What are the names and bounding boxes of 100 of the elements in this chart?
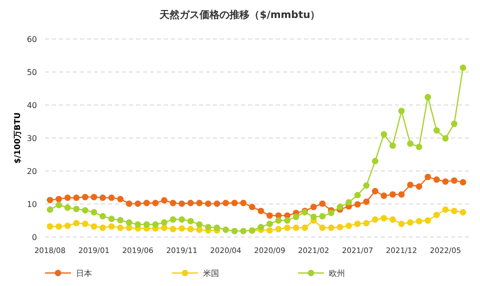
point [204, 224, 212, 230]
point [310, 214, 317, 220]
point [161, 197, 168, 204]
point [187, 226, 194, 232]
point [442, 206, 449, 213]
point [134, 200, 142, 207]
point [46, 223, 54, 230]
point [398, 220, 405, 227]
point [346, 199, 352, 206]
point [222, 200, 229, 206]
point [231, 228, 238, 234]
point [433, 127, 440, 134]
point [82, 194, 88, 200]
y-tick-label: 30 [26, 134, 37, 143]
point [196, 226, 203, 233]
point [442, 178, 449, 185]
point [152, 200, 159, 206]
point [108, 223, 115, 230]
point [100, 224, 106, 231]
point [64, 194, 71, 201]
point [82, 220, 88, 227]
point [82, 207, 88, 214]
point [46, 206, 54, 213]
y-tick-label: 20 [26, 167, 37, 176]
point [319, 224, 326, 231]
point [46, 196, 54, 204]
point [460, 64, 466, 71]
point [363, 182, 370, 189]
point [451, 120, 458, 128]
point [108, 194, 115, 201]
y-tick-label: 50 [26, 68, 37, 77]
point [328, 224, 334, 231]
point [302, 224, 308, 231]
point [284, 217, 290, 224]
point [424, 94, 432, 100]
chart-title: 天然ガス価格の推移（$/mmbtu） [158, 9, 320, 21]
point [143, 221, 150, 228]
point [126, 219, 132, 226]
point [161, 224, 168, 231]
point [363, 198, 370, 205]
point [258, 224, 264, 230]
point [108, 216, 115, 222]
point [336, 204, 344, 210]
point [372, 216, 378, 223]
point [178, 225, 186, 232]
point [433, 176, 440, 183]
point [354, 220, 361, 227]
point [266, 220, 273, 227]
point [310, 204, 317, 210]
point [372, 188, 378, 194]
point [328, 210, 334, 216]
point [424, 217, 432, 224]
point [424, 174, 432, 180]
y-axis-title: $/100万BTU [13, 112, 22, 164]
point [126, 224, 132, 231]
y-tick-label: 0 [32, 233, 37, 242]
point [161, 219, 168, 226]
y-tick-label: 60 [26, 35, 37, 44]
point [451, 208, 458, 214]
point [170, 226, 176, 232]
y-tick-label: 10 [26, 200, 37, 209]
point [196, 200, 203, 206]
point [240, 200, 247, 206]
point [319, 213, 326, 220]
point [407, 182, 414, 188]
point [460, 179, 466, 186]
point [292, 214, 300, 220]
point [390, 142, 396, 149]
point [398, 108, 405, 114]
point [460, 209, 466, 216]
point [204, 200, 212, 207]
point [354, 192, 361, 198]
point [178, 200, 186, 207]
point [214, 200, 220, 207]
point [319, 200, 326, 207]
point [56, 196, 62, 202]
point [100, 213, 106, 220]
point [73, 206, 80, 212]
point [143, 200, 150, 206]
point [117, 196, 124, 202]
point [117, 216, 124, 224]
point [178, 216, 186, 223]
point [117, 224, 124, 231]
point [390, 216, 396, 223]
point [398, 191, 405, 198]
point [64, 204, 71, 211]
point [442, 135, 449, 142]
point [90, 194, 98, 200]
point [346, 222, 352, 229]
point [416, 218, 422, 224]
legend-label: 日本 [76, 269, 92, 278]
point [451, 177, 458, 184]
point [56, 223, 62, 230]
point [248, 204, 256, 210]
point [222, 226, 229, 233]
point [240, 228, 247, 234]
point [416, 183, 422, 190]
point [416, 144, 422, 150]
point [266, 212, 273, 219]
point [275, 217, 282, 224]
